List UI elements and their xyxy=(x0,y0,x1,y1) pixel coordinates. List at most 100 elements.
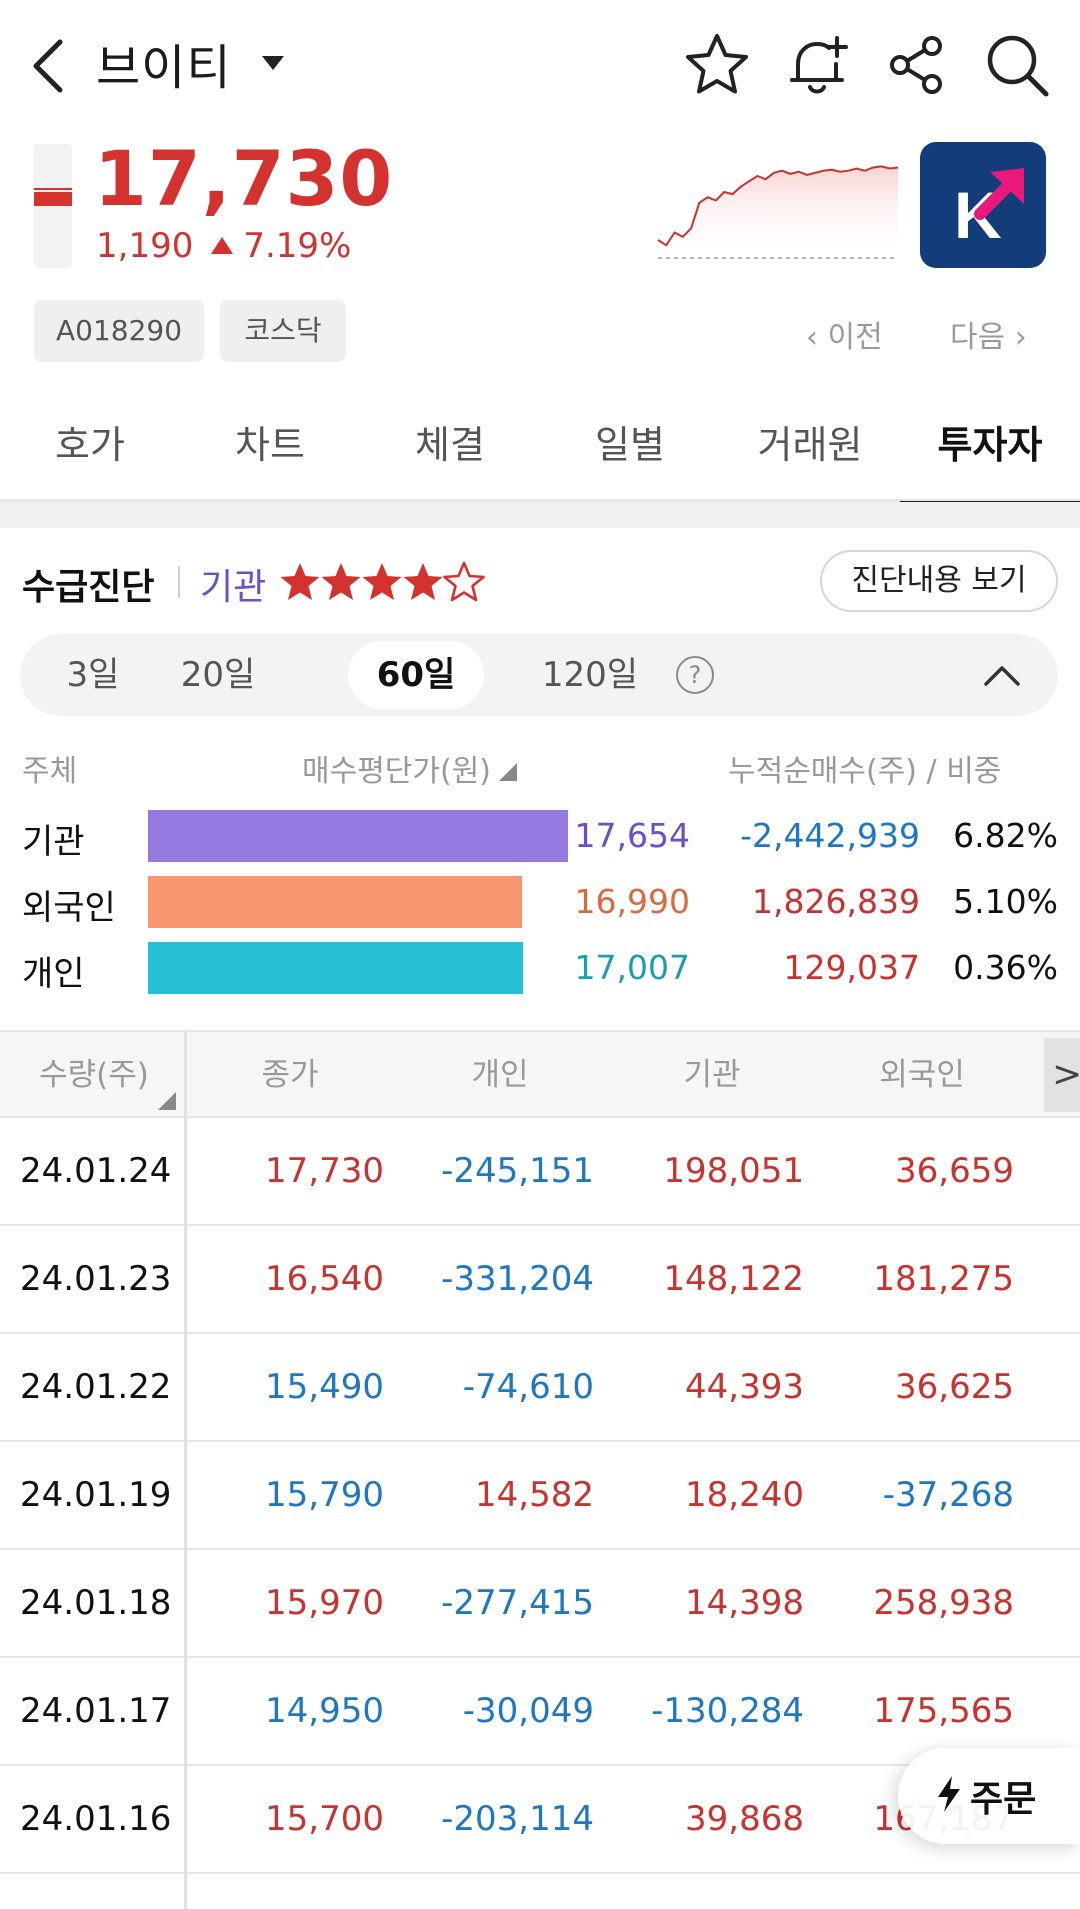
foreign-cell: 175,565 xyxy=(873,1691,1014,1731)
dropdown-caret-icon[interactable] xyxy=(262,56,284,70)
bell-plus-icon xyxy=(790,36,848,94)
net-buy: -2,442,939 xyxy=(740,816,920,855)
investor-name: 개인 xyxy=(22,954,85,994)
search-icon xyxy=(987,35,1049,97)
market-chip: 코스닥 xyxy=(220,300,346,362)
avg-price-bar xyxy=(148,876,522,928)
chevron-up-icon[interactable] xyxy=(982,656,1022,696)
intraday-sparkline[interactable] xyxy=(656,148,900,264)
institution-cell: 39,868 xyxy=(685,1799,804,1839)
foreign-cell: -37,268 xyxy=(882,1475,1014,1515)
diagnosis-subject: 기관 xyxy=(200,567,267,608)
detail-tabs: 호가 차트 체결 일별 거래원 투자자 xyxy=(0,390,1080,505)
rating-stars xyxy=(278,560,485,604)
header-individual: 개인 xyxy=(471,1057,529,1093)
investor-name: 기관 xyxy=(22,822,85,862)
net-buy: 1,826,839 xyxy=(752,882,920,921)
star-filled-icon xyxy=(280,563,320,600)
broker-logo[interactable]: K xyxy=(920,142,1046,268)
summary-row: 외국인 16,990 1,826,839 5.10% xyxy=(0,876,1080,932)
tab-daily[interactable]: 일별 xyxy=(595,423,665,467)
search-button[interactable] xyxy=(982,30,1052,100)
net-buy-percent: 5.10% xyxy=(953,882,1058,921)
avg-price: 17,654 xyxy=(574,816,690,855)
share-button[interactable] xyxy=(882,30,952,100)
table-header: 수량(주) 종가 개인 기관 외국인 > xyxy=(0,1030,1080,1118)
current-price: 17,730 xyxy=(94,134,394,223)
table-row[interactable]: 24.01.22 15,490 -74,610 44,393 36,625 xyxy=(0,1334,1080,1442)
next-stock-button[interactable]: 다음 › xyxy=(950,320,1027,355)
tab-trades[interactable]: 체결 xyxy=(415,423,485,467)
avg-price-bar xyxy=(148,942,523,994)
table-row[interactable]: 24.01.17 14,950 -30,049 -130,284 175,565 xyxy=(0,1658,1080,1766)
back-arrow-icon xyxy=(33,39,63,93)
price-position-bar xyxy=(34,144,72,268)
individual-cell: -331,204 xyxy=(441,1259,594,1299)
header-foreign: 외국인 xyxy=(879,1057,965,1093)
date-cell: 24.01.23 xyxy=(20,1259,172,1299)
summary-row: 개인 17,007 129,037 0.36% xyxy=(0,942,1080,998)
tab-brokers[interactable]: 거래원 xyxy=(757,423,863,467)
institution-cell: 44,393 xyxy=(685,1367,804,1407)
lightning-icon xyxy=(938,1776,960,1812)
date-cell: 24.01.24 xyxy=(20,1151,172,1191)
sparkline-area xyxy=(658,166,898,258)
period-20d[interactable]: 20일 xyxy=(180,655,256,695)
close-cell: 17,730 xyxy=(265,1151,384,1191)
table-row[interactable]: 24.01.24 17,730 -245,151 198,051 36,659 xyxy=(0,1118,1080,1226)
divider xyxy=(178,566,180,598)
favorite-button[interactable] xyxy=(682,30,752,100)
change-amount: 1,190 xyxy=(96,226,194,266)
period-60d[interactable]: 60일 xyxy=(348,641,484,709)
individual-cell: -245,151 xyxy=(441,1151,594,1191)
order-button[interactable]: 주문 xyxy=(898,1748,1080,1844)
institution-cell: 198,051 xyxy=(663,1151,804,1191)
view-diagnosis-button[interactable]: 진단내용 보기 xyxy=(820,550,1058,612)
stock-title[interactable]: 브이티 xyxy=(96,40,232,96)
net-buy-percent: 0.36% xyxy=(953,948,1058,987)
star-filled-icon xyxy=(362,563,402,600)
star-empty-icon xyxy=(443,561,485,602)
chevron-right-icon: › xyxy=(1005,320,1027,355)
prev-stock-button[interactable]: ‹ 이전 xyxy=(806,320,883,355)
tab-orderbook[interactable]: 호가 xyxy=(55,423,125,467)
period-120d[interactable]: 120일 xyxy=(541,655,639,695)
header-date-volume[interactable]: 수량(주) xyxy=(39,1057,149,1093)
summary-header-subject: 주체 xyxy=(22,754,78,789)
table-row[interactable]: 24.01.18 15,970 -277,415 14,398 258,938 xyxy=(0,1550,1080,1658)
net-buy: 129,037 xyxy=(783,948,920,987)
close-cell: 16,540 xyxy=(265,1259,384,1299)
star-filled-icon xyxy=(403,563,443,600)
period-selector: 3일 20일 60일 120일 ? xyxy=(20,634,1058,716)
tab-chart[interactable]: 차트 xyxy=(235,423,305,467)
sort-caret-icon xyxy=(158,1092,176,1110)
column-divider xyxy=(184,1030,187,1909)
institution-cell: -130,284 xyxy=(651,1691,804,1731)
help-icon[interactable]: ? xyxy=(676,656,714,694)
foreign-cell: 36,625 xyxy=(895,1367,1014,1407)
more-columns-button[interactable]: > xyxy=(1044,1038,1080,1112)
table-row[interactable]: 24.01.19 15,790 14,582 18,240 -37,268 xyxy=(0,1442,1080,1550)
individual-cell: 14,582 xyxy=(475,1475,594,1515)
header: 브이티 xyxy=(0,0,1080,130)
diagnosis-title: 수급진단 xyxy=(22,567,155,608)
change-percent: 7.19% xyxy=(243,226,352,266)
foreign-cell: 36,659 xyxy=(895,1151,1014,1191)
individual-cell: -277,415 xyxy=(441,1583,594,1623)
tab-investors[interactable]: 투자자 xyxy=(900,390,1080,505)
date-cell: 24.01.22 xyxy=(20,1367,172,1407)
summary-header-avg-price[interactable]: 매수평단가(원) xyxy=(302,746,518,790)
star-icon xyxy=(686,34,748,94)
alert-button[interactable] xyxy=(782,30,852,100)
share-icon xyxy=(890,36,942,94)
period-3d[interactable]: 3일 xyxy=(66,655,120,695)
net-buy-percent: 6.82% xyxy=(953,816,1058,855)
foreign-cell: 258,938 xyxy=(873,1583,1014,1623)
back-button[interactable] xyxy=(28,38,72,94)
individual-cell: -74,610 xyxy=(462,1367,594,1407)
table-row[interactable]: 24.01.23 16,540 -331,204 148,122 181,275 xyxy=(0,1226,1080,1334)
close-cell: 15,490 xyxy=(265,1367,384,1407)
sort-caret-icon xyxy=(499,763,518,781)
date-cell: 24.01.19 xyxy=(20,1475,172,1515)
stock-code-chip: A018290 xyxy=(34,300,204,362)
